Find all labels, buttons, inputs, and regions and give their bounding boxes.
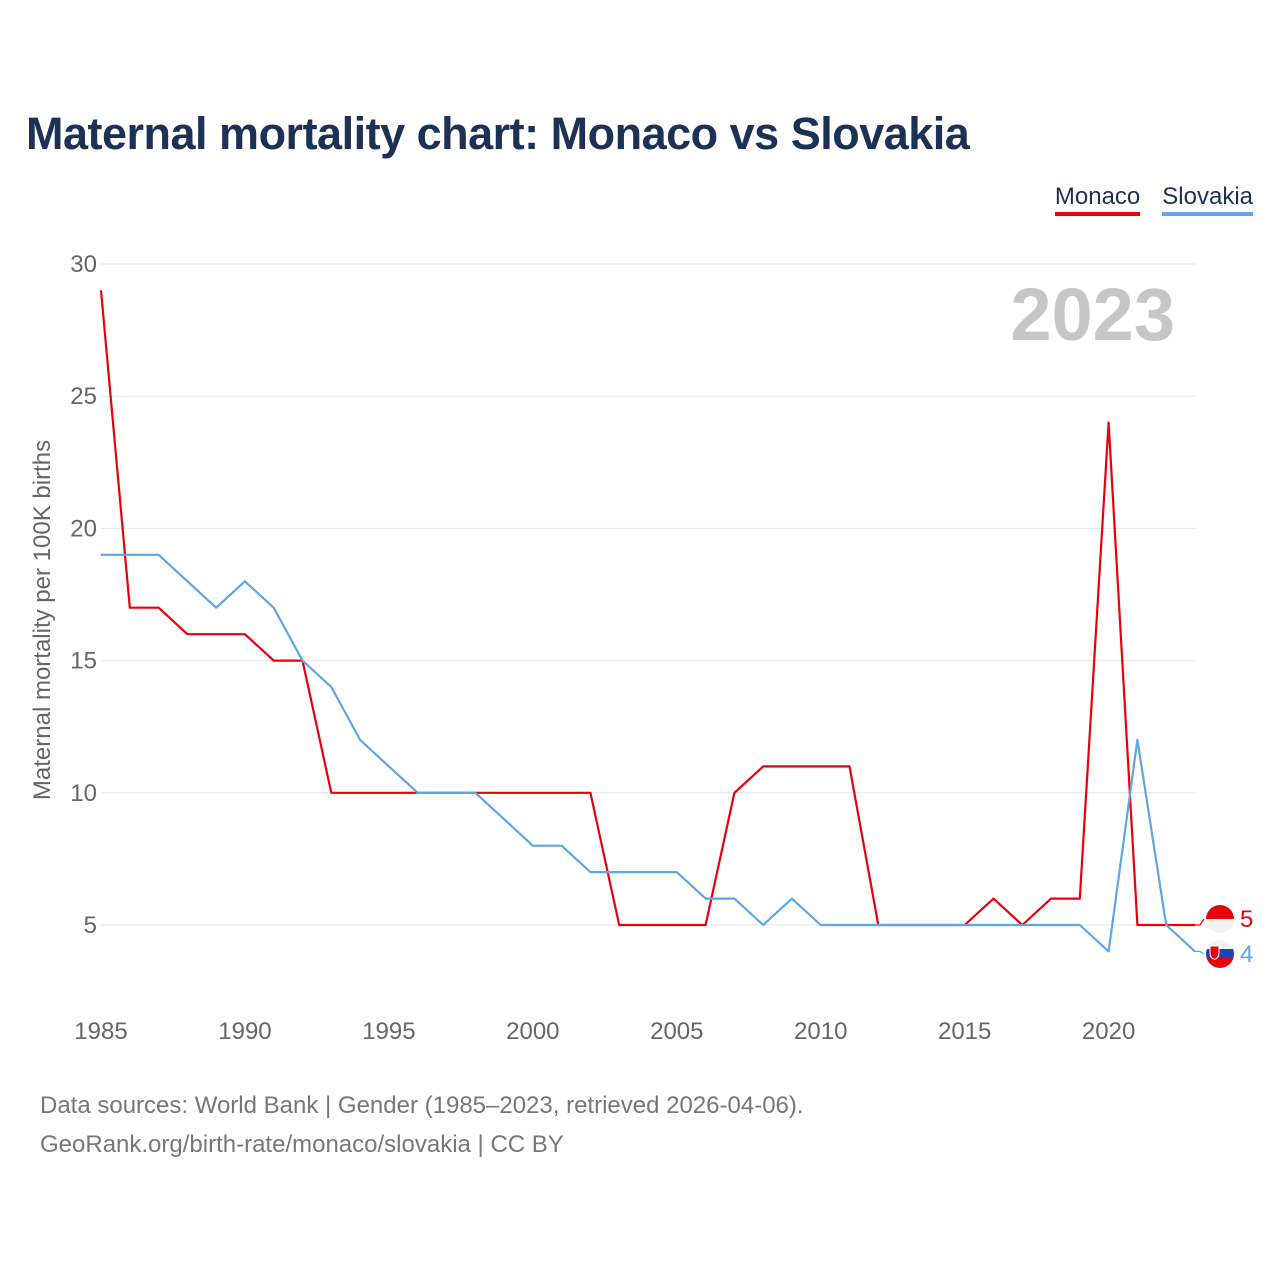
x-tick-label-2020: 2020 [1082,1018,1135,1045]
x-tick-label-1985: 1985 [74,1018,127,1045]
x-tick-label-2015: 2015 [938,1018,991,1045]
footer: Data sources: World Bank | Gender (1985–… [40,1086,804,1164]
x-tick-label-2000: 2000 [506,1018,559,1045]
x-axis-ticks: 1985 1990 1995 2000 2005 2010 2015 2020 [74,1018,1135,1045]
end-markers: 54 [1195,906,1253,968]
chart-title: Maternal mortality chart: Monaco vs Slov… [26,108,970,159]
series-lines [99,290,1196,953]
monaco-flag-icon [1206,905,1234,933]
x-tick-label-2005: 2005 [650,1018,703,1045]
end-leader-monaco [1195,918,1205,926]
y-axis-ticks: 5 10 15 20 25 30 [70,251,97,939]
credit-link[interactable]: GeoRank.org/birth-rate/monaco/slovakia |… [40,1131,564,1158]
y-tick-label-30: 30 [70,251,97,278]
y-tick-label-25: 25 [70,383,97,410]
series-line-monaco [99,290,1195,927]
end-value-label-monaco: 5 [1240,906,1253,933]
legend-item-slovakia[interactable]: Slovakia [1162,183,1253,216]
y-tick-label-5: 5 [84,912,97,939]
end-leader-slovakia [1195,950,1205,955]
y-axis-label: Maternal mortality per 100K births [29,440,56,800]
data-sources-text: Data sources: World Bank | Gender (1985–… [40,1092,804,1119]
gridlines [101,263,1196,926]
end-value-label-slovakia: 4 [1240,941,1253,968]
x-tick-label-1995: 1995 [362,1018,415,1045]
y-tick-label-10: 10 [70,780,97,807]
year-watermark: 2023 [1010,273,1175,356]
series-line-slovakia [101,553,1196,953]
slovakia-flag-icon [1206,940,1234,968]
legend: Monaco Slovakia [1054,183,1253,216]
legend-item-monaco[interactable]: Monaco [1054,183,1141,216]
x-tick-label-2010: 2010 [794,1018,847,1045]
y-tick-label-15: 15 [70,648,97,675]
y-tick-label-20: 20 [70,515,97,542]
x-tick-label-1990: 1990 [218,1018,271,1045]
